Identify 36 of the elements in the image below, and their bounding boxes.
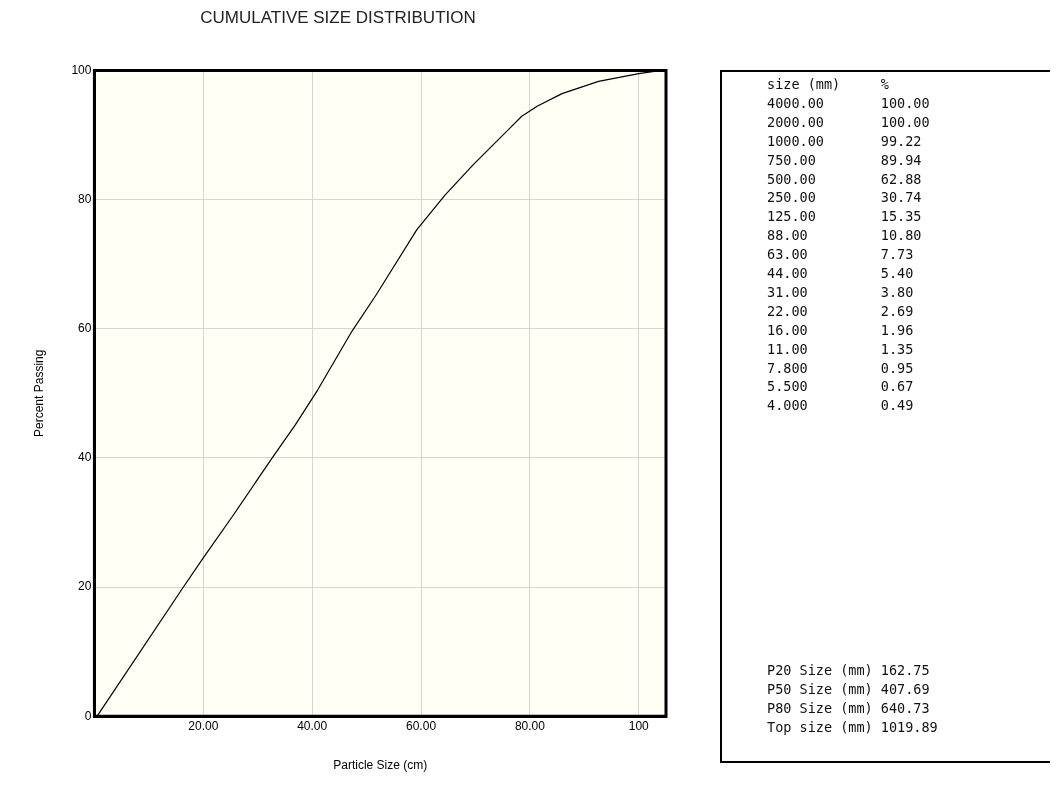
y-tick-label: 100 xyxy=(71,62,92,77)
text: 750.00 89.94 xyxy=(767,151,922,168)
text: size (mm) % xyxy=(767,76,889,92)
y-tick-label: 40 xyxy=(78,450,92,465)
x-tick-label: 60.00 xyxy=(406,718,437,733)
text: 88.00 10.80 xyxy=(767,227,922,244)
y-tick-label: 80 xyxy=(78,191,92,206)
text: 1000.00 99.22 xyxy=(767,132,922,149)
text: 5.500 0.67 xyxy=(767,378,914,395)
y-tick-label: 60 xyxy=(78,321,92,336)
text: 500.00 62.88 xyxy=(767,170,922,187)
x-tick-label: 80.00 xyxy=(514,718,546,733)
text: P50 Size (mm) 407.69 xyxy=(767,680,930,697)
text: 4000.00 100.00 xyxy=(767,94,930,111)
text: 2000.00 100.00 xyxy=(767,113,930,130)
text: 22.00 2.69 xyxy=(767,302,914,319)
text: 44.00 5.40 xyxy=(767,265,914,281)
text: 63.00 7.73 xyxy=(767,246,914,263)
y-tick-label: 20 xyxy=(78,579,92,594)
text: 31.00 3.80 xyxy=(767,283,914,300)
x-tick-label: 40.00 xyxy=(297,718,328,733)
chart-title: CUMULATIVE SIZE DISTRIBUTION xyxy=(200,7,476,27)
y-tick-label: 0 xyxy=(84,708,92,723)
text: 11.00 1.35 xyxy=(767,340,914,357)
text: Top size (mm) 1019.89 xyxy=(767,718,938,735)
y-axis-title: Percent Passing xyxy=(31,349,46,437)
x-tick-label: 20.00 xyxy=(188,718,219,733)
x-axis-title: Particle Size (cm) xyxy=(333,758,428,773)
text: 7.800 0.95 xyxy=(767,359,914,376)
text: 4.000 0.49 xyxy=(767,397,914,414)
text: P80 Size (mm) 640.73 xyxy=(767,699,930,716)
text: 16.00 1.96 xyxy=(767,321,914,338)
text: 250.00 30.74 xyxy=(767,189,922,206)
x-tick-label: 100 xyxy=(628,718,650,733)
text: 125.00 15.35 xyxy=(767,208,922,225)
text: P20 Size (mm) 162.75 xyxy=(767,662,930,678)
